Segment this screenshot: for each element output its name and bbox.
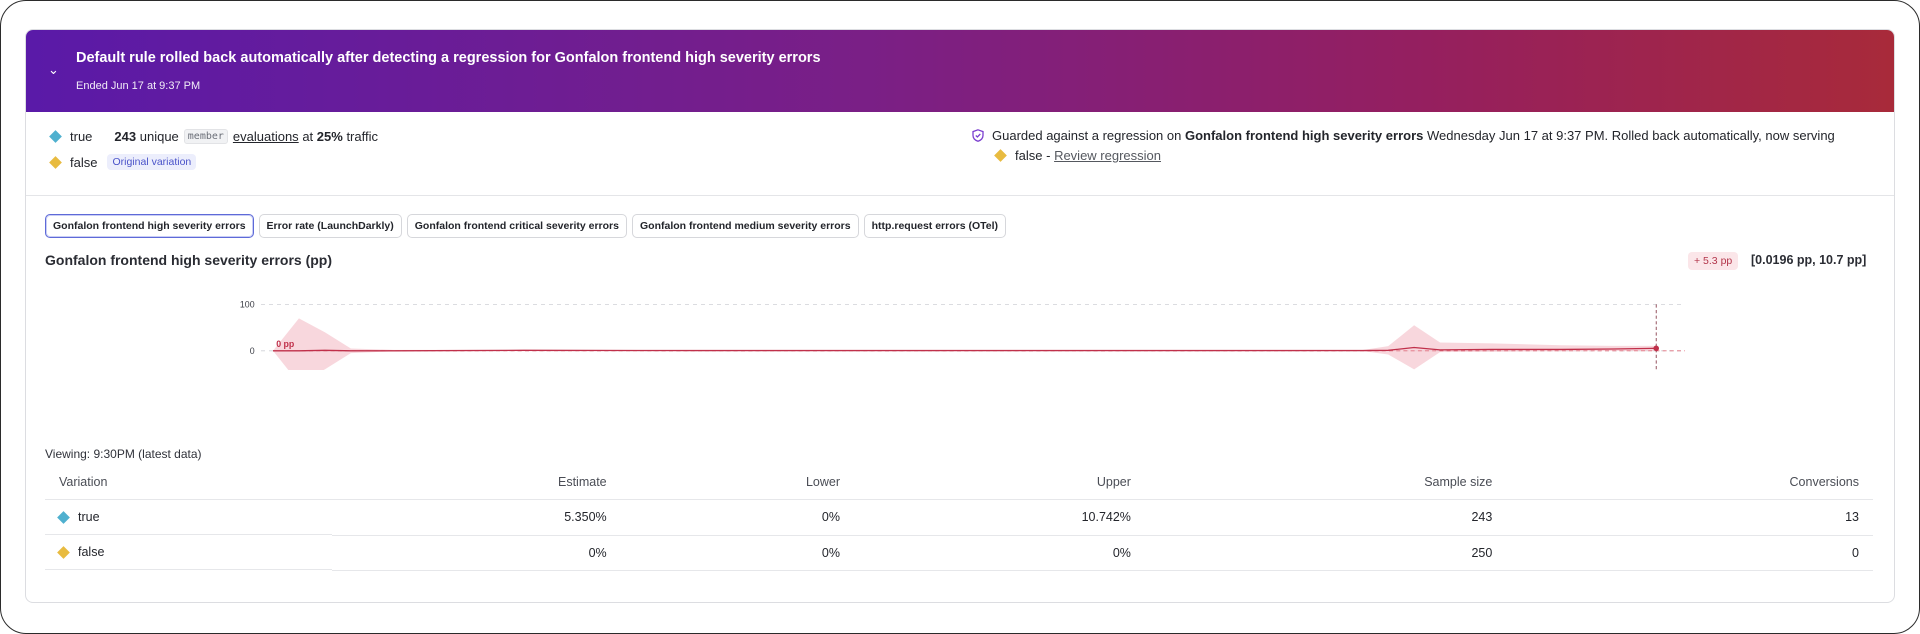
guard-suffix: Wednesday Jun 17 at 9:37 PM. Rolled back…: [1426, 128, 1835, 143]
variation-cell: false: [45, 535, 333, 570]
diamond-icon: [57, 510, 70, 524]
upper-cell: 0%: [853, 535, 1145, 571]
variation-name: false: [70, 154, 98, 170]
traffic-label: traffic: [346, 129, 378, 144]
lower-cell: 0%: [620, 499, 854, 536]
guarded-rollout-card: ⌄ Default rule rolled back automatically…: [25, 29, 1895, 603]
series-line: [273, 346, 1657, 352]
chart-title: Gonfalon frontend high severity errors (…: [45, 252, 333, 268]
column-header: Upper: [853, 464, 1145, 500]
serving-variation: false: [1015, 148, 1043, 163]
column-header: Estimate: [332, 464, 621, 500]
shield-icon: [972, 129, 984, 142]
unique-count: 243: [114, 129, 137, 144]
diamond-icon: [57, 545, 70, 559]
column-header: Conversions: [1506, 464, 1873, 500]
variation-cell: true: [45, 500, 333, 535]
diamond-icon: [49, 155, 62, 169]
guard-metric: Gonfalon frontend high severity errors: [1184, 128, 1424, 143]
conversions-cell: 13: [1506, 499, 1873, 536]
separator: -: [1046, 148, 1051, 163]
current-point: [1653, 345, 1659, 352]
upper-cell: 10.742%: [853, 499, 1145, 536]
viewing-label: Viewing: 9:30PM (latest data): [45, 447, 202, 461]
rollout-summary: true 243 unique member evaluations at 25…: [26, 112, 1894, 196]
variation-name: true: [78, 510, 100, 524]
serving-row: false - Review regression: [994, 148, 1161, 163]
tab-error-rate[interactable]: Error rate (LaunchDarkly): [258, 214, 402, 238]
banner-subtitle: Ended Jun 17 at 9:37 PM: [76, 80, 201, 92]
tab-high-severity[interactable]: Gonfalon frontend high severity errors: [45, 214, 254, 238]
delta-badge: + 5.3 pp: [1688, 252, 1739, 270]
confidence-interval: [0.0196 pp, 10.7 pp]: [1751, 253, 1867, 267]
rollback-banner: ⌄ Default rule rolled back automatically…: [26, 30, 1894, 112]
tab-medium-severity[interactable]: Gonfalon frontend medium severity errors: [631, 214, 859, 238]
metric-tabs: Gonfalon frontend high severity errors E…: [45, 214, 1007, 238]
column-header: Lower: [620, 464, 854, 500]
table-row: true 5.350% 0% 10.742% 243 13: [45, 499, 1873, 536]
chevron-down-icon[interactable]: ⌄: [48, 62, 59, 77]
banner-title: Default rule rolled back automatically a…: [76, 50, 821, 66]
estimate-cell: 0%: [332, 535, 621, 571]
variation-name: false: [78, 545, 105, 559]
column-header: Sample size: [1144, 464, 1507, 500]
table-row: false 0% 0% 0% 250 0: [45, 535, 1873, 571]
guard-message: Guarded against a regression on Gonfalon…: [972, 128, 1835, 143]
confidence-band: [273, 318, 1657, 370]
context-kind: member: [183, 129, 228, 144]
tab-critical-severity[interactable]: Gonfalon frontend critical severity erro…: [406, 214, 627, 238]
evaluations-link[interactable]: evaluations: [232, 129, 299, 144]
sample-size-cell: 243: [1144, 499, 1507, 536]
unique-label: unique: [139, 129, 179, 144]
variation-row-false: false Original variation: [49, 154, 197, 170]
diamond-icon: [994, 149, 1007, 162]
original-variation-badge: Original variation: [107, 154, 197, 170]
tab-http-request-errors[interactable]: http.request errors (OTel): [863, 214, 1007, 238]
sample-size-cell: 250: [1144, 535, 1507, 571]
variation-row-true: true 243 unique member evaluations at 25…: [49, 129, 378, 144]
column-header: Variation: [45, 464, 333, 500]
traffic-percent: 25%: [316, 129, 343, 144]
y-tick-label: 0: [250, 346, 255, 356]
table-header-row: Variation Estimate Lower Upper Sample si…: [45, 464, 1873, 500]
lower-cell: 0%: [620, 535, 854, 571]
review-regression-link[interactable]: Review regression: [1054, 148, 1161, 163]
guard-prefix: Guarded against a regression on: [992, 128, 1182, 143]
y-tick-label: 100: [240, 300, 255, 310]
zero-label: 0 pp: [276, 339, 295, 349]
conversions-cell: 0: [1506, 535, 1873, 571]
variation-name: true: [70, 129, 93, 144]
results-table: Variation Estimate Lower Upper Sample si…: [45, 464, 1873, 571]
diamond-icon: [49, 130, 62, 143]
estimate-cell: 5.350%: [332, 499, 621, 536]
at-text: at: [302, 129, 314, 144]
